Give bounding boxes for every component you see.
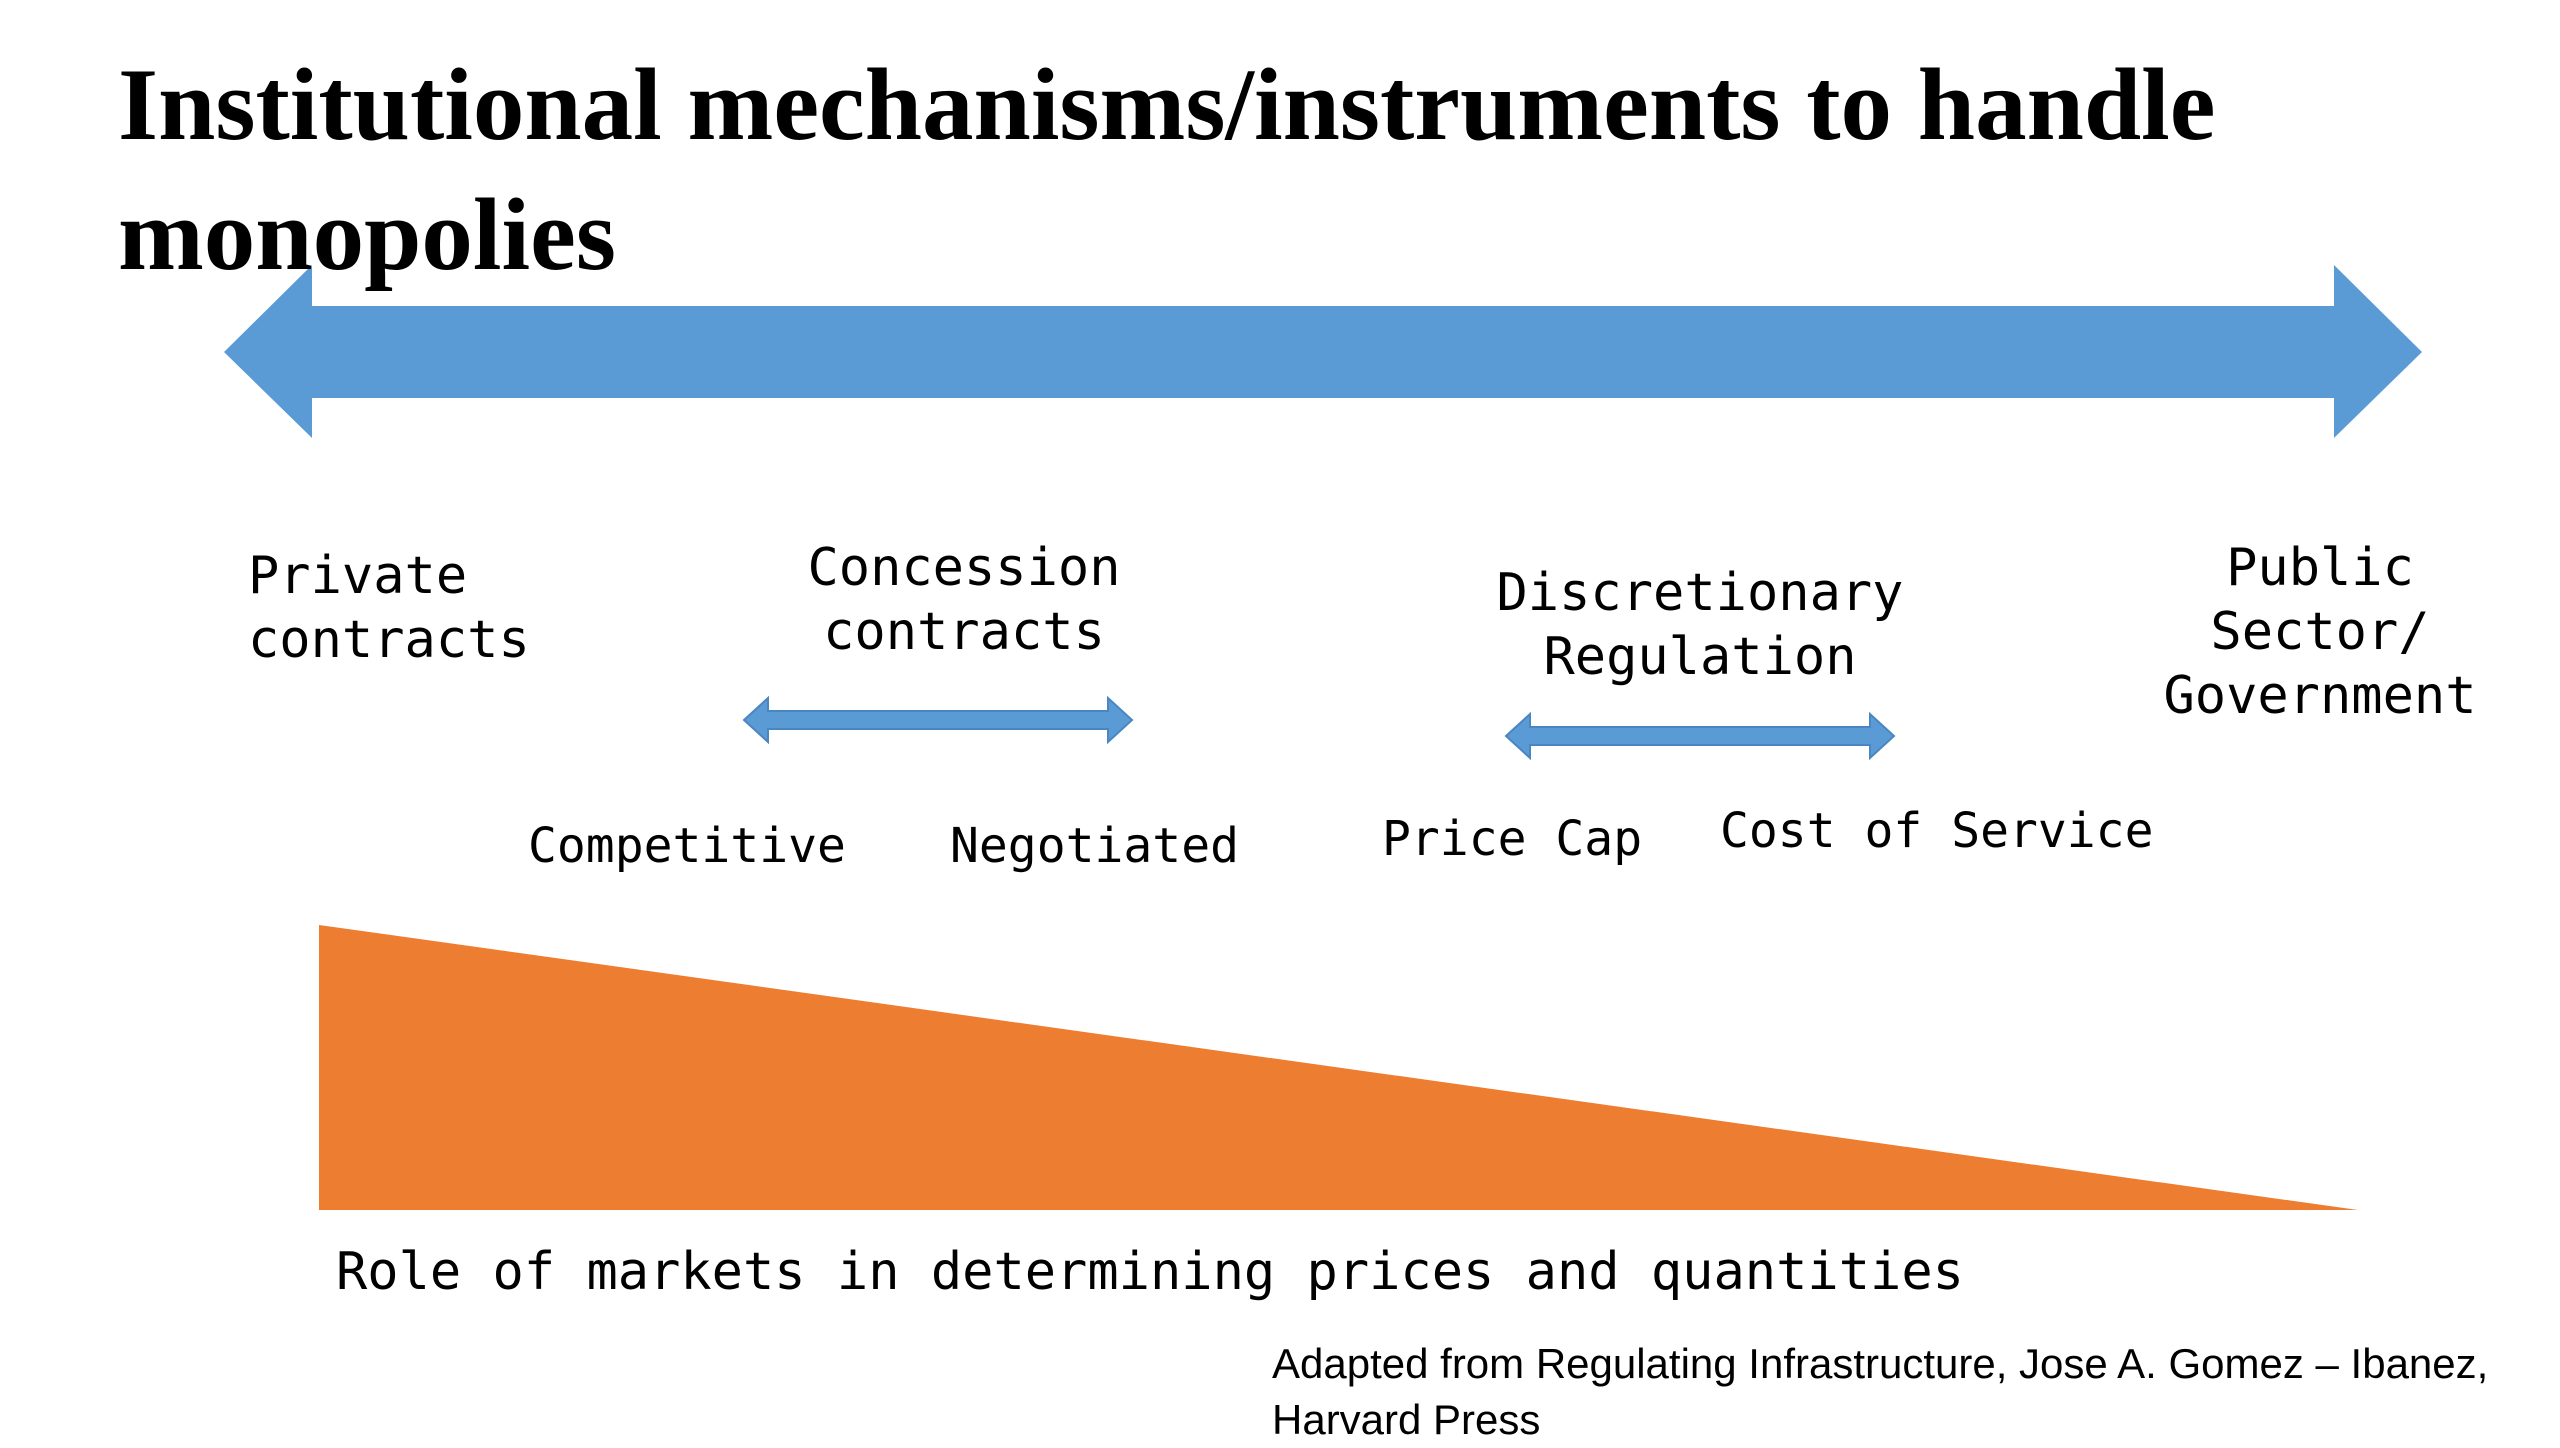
page-title: Institutional mechanisms/instruments to …	[118, 48, 2216, 292]
public-sector-label: Public Sector/ Government	[2163, 538, 2477, 726]
regulation-double-arrow	[1504, 711, 1896, 761]
market-role-triangle	[319, 925, 2358, 1210]
cost-of-service-label: Cost of Service	[1720, 803, 2154, 859]
main-double-arrow	[224, 265, 2422, 438]
negotiated-label: Negotiated	[950, 818, 1239, 874]
competitive-label: Competitive	[528, 818, 846, 874]
concession-double-arrow	[742, 695, 1134, 745]
price-cap-label: Price Cap	[1382, 811, 1643, 867]
discretionary-regulation-label: Discretionary Regulation	[1496, 563, 1904, 687]
source-citation: Adapted from Regulating Infrastructure, …	[1272, 1340, 2489, 1443]
market-role-label: Role of markets in determining prices an…	[336, 1242, 1964, 1302]
concession-contracts-label: Concession contracts	[807, 538, 1121, 662]
private-contracts-label: Private contracts	[248, 546, 530, 670]
